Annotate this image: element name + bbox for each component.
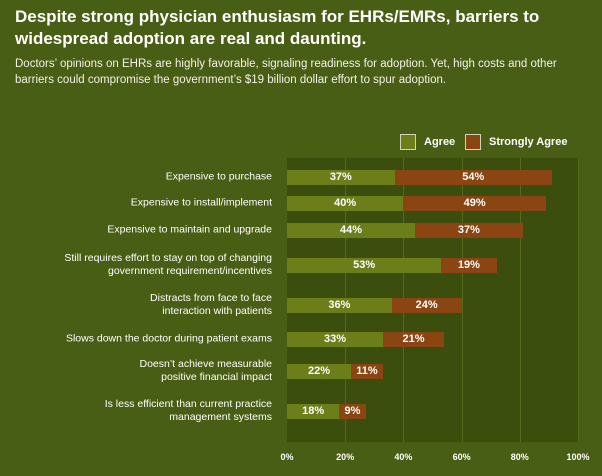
- bar-strongly-agree: [403, 195, 546, 211]
- x-tick-label: 100%: [566, 452, 590, 462]
- x-tick-label: 60%: [452, 452, 471, 462]
- category-label-line: Expensive to install/implement: [130, 196, 272, 209]
- category-label: Slows down the doctor during patient exa…: [2, 333, 272, 346]
- chart-title: Despite strong physician enthusiasm for …: [15, 7, 540, 48]
- data-label-strongly-agree: 24%: [415, 298, 438, 311]
- category-label-line: Expensive to purchase: [165, 170, 272, 183]
- plot-area: 37% 54% 40% 49% 44% 37% 53% 19% 36% 24% 33% 21% 22% 1…: [287, 158, 579, 442]
- x-tick-label: 40%: [394, 452, 413, 462]
- bar-agree: [287, 403, 340, 419]
- legend-swatch-strongly-agree: [465, 134, 481, 150]
- bar-agree: [287, 169, 395, 185]
- data-label-strongly-agree: 11%: [356, 364, 378, 377]
- legend-label-strongly-agree: Strongly Agree: [489, 136, 568, 148]
- bar-agree: [287, 195, 404, 211]
- category-label: Expensive to purchase: [2, 171, 272, 184]
- data-label-agree: 36%: [328, 298, 351, 311]
- category-label-line: positive financial impact: [161, 371, 272, 383]
- category-label: Distracts from face to face interaction w…: [2, 292, 272, 318]
- data-label-strongly-agree: 49%: [463, 196, 486, 209]
- data-label-strongly-agree: 37%: [457, 223, 480, 236]
- category-label: Is less efficient than current practice m…: [2, 398, 272, 424]
- data-label-agree: 53%: [353, 258, 376, 271]
- x-tick-label: 20%: [336, 452, 355, 462]
- data-label-strongly-agree: 21%: [402, 332, 425, 345]
- category-label-line: Is less efficient than current practice: [104, 398, 272, 410]
- gridline: [520, 158, 521, 442]
- gridline: [578, 158, 579, 442]
- bar-agree: [287, 222, 416, 238]
- category-label-line: Doesn’t achieve measurable: [139, 358, 273, 370]
- category-label-line: Distracts from face to face: [150, 292, 272, 304]
- category-label-line: Expensive to maintain and upgrade: [107, 223, 272, 236]
- bar-strongly-agree: [441, 257, 497, 273]
- chart-subtitle: Doctors’ opinions on EHRs are highly fav…: [15, 58, 557, 86]
- data-label-agree: 40%: [334, 196, 357, 209]
- bar-agree: [287, 331, 384, 347]
- legend-label-agree: Agree: [424, 136, 456, 148]
- category-label-line: government requirement/incentives: [107, 265, 272, 277]
- data-label-agree: 33%: [323, 332, 347, 345]
- category-label-line: interaction with patients: [162, 305, 272, 317]
- data-label-agree: 44%: [340, 223, 363, 236]
- data-label-agree: 37%: [329, 170, 352, 183]
- data-label-strongly-agree: 19%: [457, 258, 480, 271]
- bar-strongly-agree: [351, 363, 384, 379]
- gridline: [462, 158, 463, 442]
- bar-strongly-agree: [383, 331, 445, 347]
- data-label-agree: 22%: [307, 364, 331, 377]
- bar-strongly-agree: [415, 222, 523, 238]
- bar-strongly-agree: [339, 403, 366, 419]
- category-label: Expensive to install/implement: [2, 197, 272, 210]
- bar-strongly-agree: [391, 297, 462, 313]
- data-label-strongly-agree: 54%: [462, 170, 485, 183]
- data-label-strongly-agree: 9%: [344, 404, 361, 417]
- bar-strongly-agree: [394, 169, 552, 185]
- data-label-agree: 18%: [302, 404, 325, 417]
- category-label-line: management systems: [169, 411, 272, 423]
- x-tick-label: 0%: [280, 452, 294, 462]
- x-tick-label: 80%: [510, 452, 529, 462]
- bar-agree: [287, 363, 352, 379]
- bar-agree: [287, 297, 392, 313]
- category-label: Expensive to maintain and upgrade: [2, 224, 272, 237]
- category-label: Still requires effort to stay on top of …: [2, 252, 272, 278]
- legend-swatch-agree: [400, 134, 416, 150]
- bar-agree: [287, 257, 442, 273]
- category-label: Doesn’t achieve measurable positive finan…: [2, 358, 273, 384]
- category-label-line: Slows down the doctor during patient exa…: [65, 332, 272, 345]
- category-label-line: Still requires effort to stay on top of …: [64, 252, 272, 264]
